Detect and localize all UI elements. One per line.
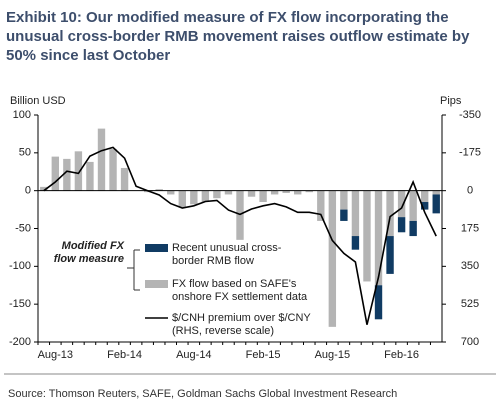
x-tick-label: Aug-14 <box>176 349 211 361</box>
y2-tick-label: 525 <box>461 298 479 310</box>
bar <box>190 190 198 205</box>
bar <box>340 190 348 210</box>
bar <box>397 190 406 218</box>
bar <box>328 190 337 327</box>
x-tick-label: Feb-16 <box>384 349 419 361</box>
x-tick-label: Aug-15 <box>315 349 350 361</box>
bracket <box>127 249 140 291</box>
bar <box>51 156 60 191</box>
y2-axis-label: Pips <box>440 95 462 107</box>
bar <box>351 236 360 250</box>
bar <box>97 128 106 191</box>
bar <box>305 190 313 193</box>
bar <box>213 190 221 199</box>
bar <box>432 194 440 214</box>
bar <box>236 190 244 240</box>
bar <box>374 285 383 320</box>
y2-tick-label: 700 <box>461 336 479 348</box>
bar <box>120 167 129 191</box>
y-tick-label: -200 <box>9 336 31 348</box>
x-tick-label: Feb-15 <box>246 349 281 361</box>
bar <box>259 190 267 203</box>
y2-tick-label: 0 <box>467 185 473 197</box>
bar <box>40 186 48 191</box>
y-tick-label: -100 <box>9 260 31 272</box>
line-series <box>43 146 437 325</box>
annotation: Modified FX flow measure <box>53 240 124 265</box>
bar <box>167 190 175 195</box>
bar <box>386 236 394 274</box>
bar <box>63 158 71 191</box>
bar <box>351 190 360 237</box>
bar <box>340 209 348 221</box>
bar <box>317 190 325 221</box>
source: Source: Thomson Reuters, SAFE, Goldman S… <box>8 388 398 400</box>
bar <box>420 202 429 210</box>
bar <box>224 190 233 195</box>
y-axis-label: Billion USD <box>10 95 66 107</box>
bar <box>409 190 417 221</box>
bar <box>409 220 417 237</box>
legend-swatch <box>145 280 168 288</box>
bar <box>363 190 371 282</box>
y2-tick-label: 175 <box>461 222 479 234</box>
y2-tick-label: -175 <box>459 147 481 159</box>
bar <box>432 190 440 195</box>
y2-tick-label: 350 <box>461 260 479 272</box>
bar <box>109 149 117 191</box>
bar <box>282 190 290 193</box>
bar <box>247 190 256 197</box>
legend-swatch <box>145 244 168 252</box>
legend-label: FX flow based on SAFE's onshore FX settl… <box>172 278 308 303</box>
bar <box>86 161 94 191</box>
y-tick-label: 50 <box>19 147 31 159</box>
bar <box>374 190 383 286</box>
chart-title: Exhibit 10: Our modified measure of FX f… <box>6 9 470 64</box>
bar <box>178 190 186 208</box>
y2-tick-label: -350 <box>459 109 481 121</box>
bar <box>74 151 83 191</box>
bar <box>397 217 406 233</box>
y-tick-label: -50 <box>15 222 31 234</box>
x-tick-label: Feb-14 <box>107 349 142 361</box>
bar <box>201 190 210 203</box>
bar <box>270 190 279 195</box>
bar <box>386 190 394 237</box>
legend-label: Recent unusual cross-border RMB flow <box>172 242 282 267</box>
bar <box>155 189 163 191</box>
y-tick-label: -150 <box>9 298 31 310</box>
bar <box>420 190 429 203</box>
bar <box>294 190 302 195</box>
y-tick-label: 100 <box>13 109 31 121</box>
legend-label: $/CNH premium over $/CNY (RHS, reverse s… <box>172 312 311 337</box>
x-tick-label: Aug-13 <box>38 349 73 361</box>
y-tick-label: 0 <box>25 185 31 197</box>
